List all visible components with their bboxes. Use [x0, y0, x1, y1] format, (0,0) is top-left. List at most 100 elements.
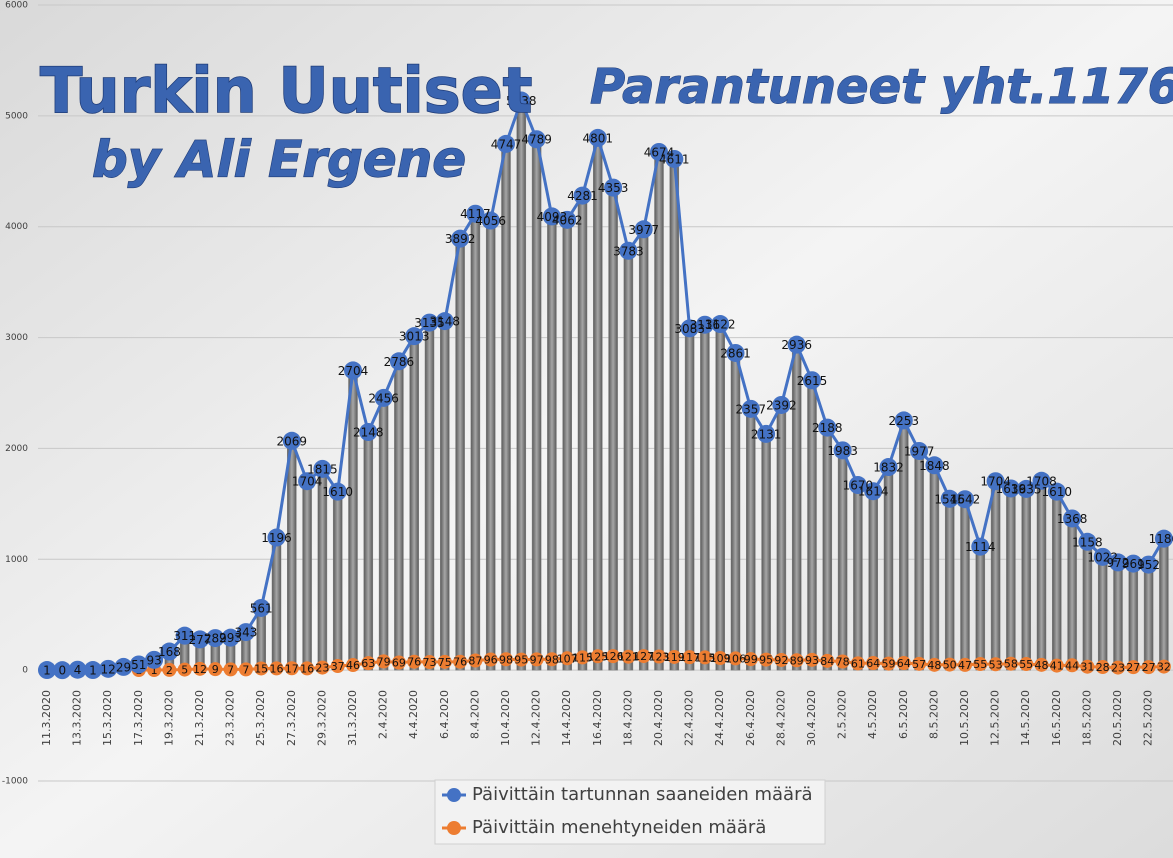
data-label: 37 — [331, 660, 345, 673]
data-label: 58 — [1004, 658, 1018, 671]
data-label: 3977 — [628, 223, 659, 237]
data-label: 311 — [173, 629, 196, 643]
data-point — [803, 371, 821, 390]
data-point — [818, 418, 837, 437]
data-point — [407, 654, 422, 669]
x-tick-label: 6.5.2020 — [897, 690, 910, 739]
data-label: 41 — [1050, 660, 1064, 673]
data-label: 4674 — [644, 145, 675, 159]
x-tick-label: 2.4.2020 — [377, 690, 390, 739]
y-tick-label: 1000 — [5, 555, 28, 565]
data-point — [741, 399, 760, 418]
data-label: 2253 — [889, 414, 920, 428]
data-label: 87 — [468, 654, 482, 667]
data-label: 5 — [181, 664, 188, 677]
x-tick-label: 4.5.2020 — [866, 690, 879, 739]
data-point — [606, 649, 621, 664]
data-point — [1139, 555, 1158, 574]
data-point — [206, 629, 225, 648]
data-point — [298, 472, 317, 491]
bar — [944, 498, 955, 671]
data-label: 31 — [1080, 661, 1094, 674]
data-point — [650, 142, 668, 161]
data-label: 125 — [587, 650, 608, 663]
data-label: 12 — [193, 663, 207, 676]
data-point — [282, 431, 301, 450]
data-point — [805, 652, 819, 667]
data-label: 29 — [116, 660, 131, 674]
data-point — [1111, 660, 1125, 675]
data-label: 51 — [131, 658, 146, 672]
data-label: 1 — [43, 664, 51, 678]
x-tick-label: 16.4.2020 — [591, 690, 604, 746]
y-tick-label: 2000 — [5, 444, 28, 454]
data-point — [866, 656, 881, 671]
x-tick-label: 11.3.2020 — [40, 690, 53, 746]
data-point — [680, 319, 699, 338]
data-label: 15 — [254, 662, 268, 675]
data-point — [497, 134, 515, 153]
data-point — [193, 661, 207, 676]
data-label: 2131 — [751, 427, 782, 441]
data-label: 55 — [973, 658, 987, 671]
data-label: 4353 — [598, 181, 629, 195]
data-label: 48 — [1035, 659, 1049, 672]
data-label: 2786 — [384, 355, 415, 369]
data-point — [713, 651, 728, 666]
data-point — [405, 327, 424, 346]
data-point — [973, 657, 988, 672]
data-label: 115 — [694, 651, 715, 664]
data-label: 1848 — [919, 459, 950, 473]
x-tick-label: 10.4.2020 — [499, 690, 512, 746]
data-label: 121 — [618, 651, 639, 664]
y-tick-label: 4000 — [5, 222, 28, 232]
bar — [1036, 480, 1047, 671]
data-label: 4789 — [521, 133, 552, 147]
x-tick-label: 28.4.2020 — [774, 690, 787, 746]
data-point — [1078, 532, 1097, 551]
data-label: 0 — [58, 664, 66, 678]
data-point — [1065, 658, 1080, 673]
data-point — [912, 656, 927, 671]
data-label: 127 — [633, 650, 654, 663]
data-label: 1196 — [261, 531, 292, 545]
data-point — [1034, 657, 1049, 672]
data-point — [208, 662, 223, 677]
data-point — [529, 652, 544, 667]
x-tick-label: 10.5.2020 — [958, 690, 971, 746]
data-label: 1639 — [996, 482, 1027, 496]
data-label: 16 — [270, 662, 284, 675]
data-label: 95 — [514, 654, 528, 667]
data-label: 277 — [189, 633, 212, 647]
data-label: 23 — [1111, 662, 1125, 675]
data-label: 3122 — [705, 318, 736, 332]
data-point — [544, 652, 559, 667]
x-tick-label: 12.5.2020 — [989, 690, 1002, 746]
data-point — [238, 662, 253, 677]
data-point — [435, 312, 454, 331]
data-label: 27 — [1142, 661, 1156, 674]
bar — [562, 219, 572, 671]
data-label: 55 — [1019, 658, 1033, 671]
data-point — [160, 642, 179, 661]
bar — [684, 328, 695, 671]
data-label: 99 — [744, 653, 758, 666]
x-tick-label: 18.4.2020 — [621, 690, 634, 746]
bar — [791, 344, 802, 671]
data-label: 2615 — [797, 374, 828, 388]
data-label: 47 — [958, 659, 972, 672]
data-point — [1019, 657, 1034, 672]
data-label: 93 — [805, 654, 819, 667]
data-point — [512, 91, 531, 110]
bar — [593, 137, 603, 671]
data-label: 16 — [300, 662, 314, 675]
bar — [638, 229, 649, 671]
bar — [1128, 563, 1139, 671]
data-label: 1704 — [980, 475, 1011, 489]
data-label: 61 — [851, 657, 865, 670]
bar — [853, 484, 863, 671]
bar — [424, 322, 435, 671]
data-point — [527, 130, 546, 149]
data-label: 2069 — [277, 434, 308, 448]
data-point — [604, 178, 623, 197]
